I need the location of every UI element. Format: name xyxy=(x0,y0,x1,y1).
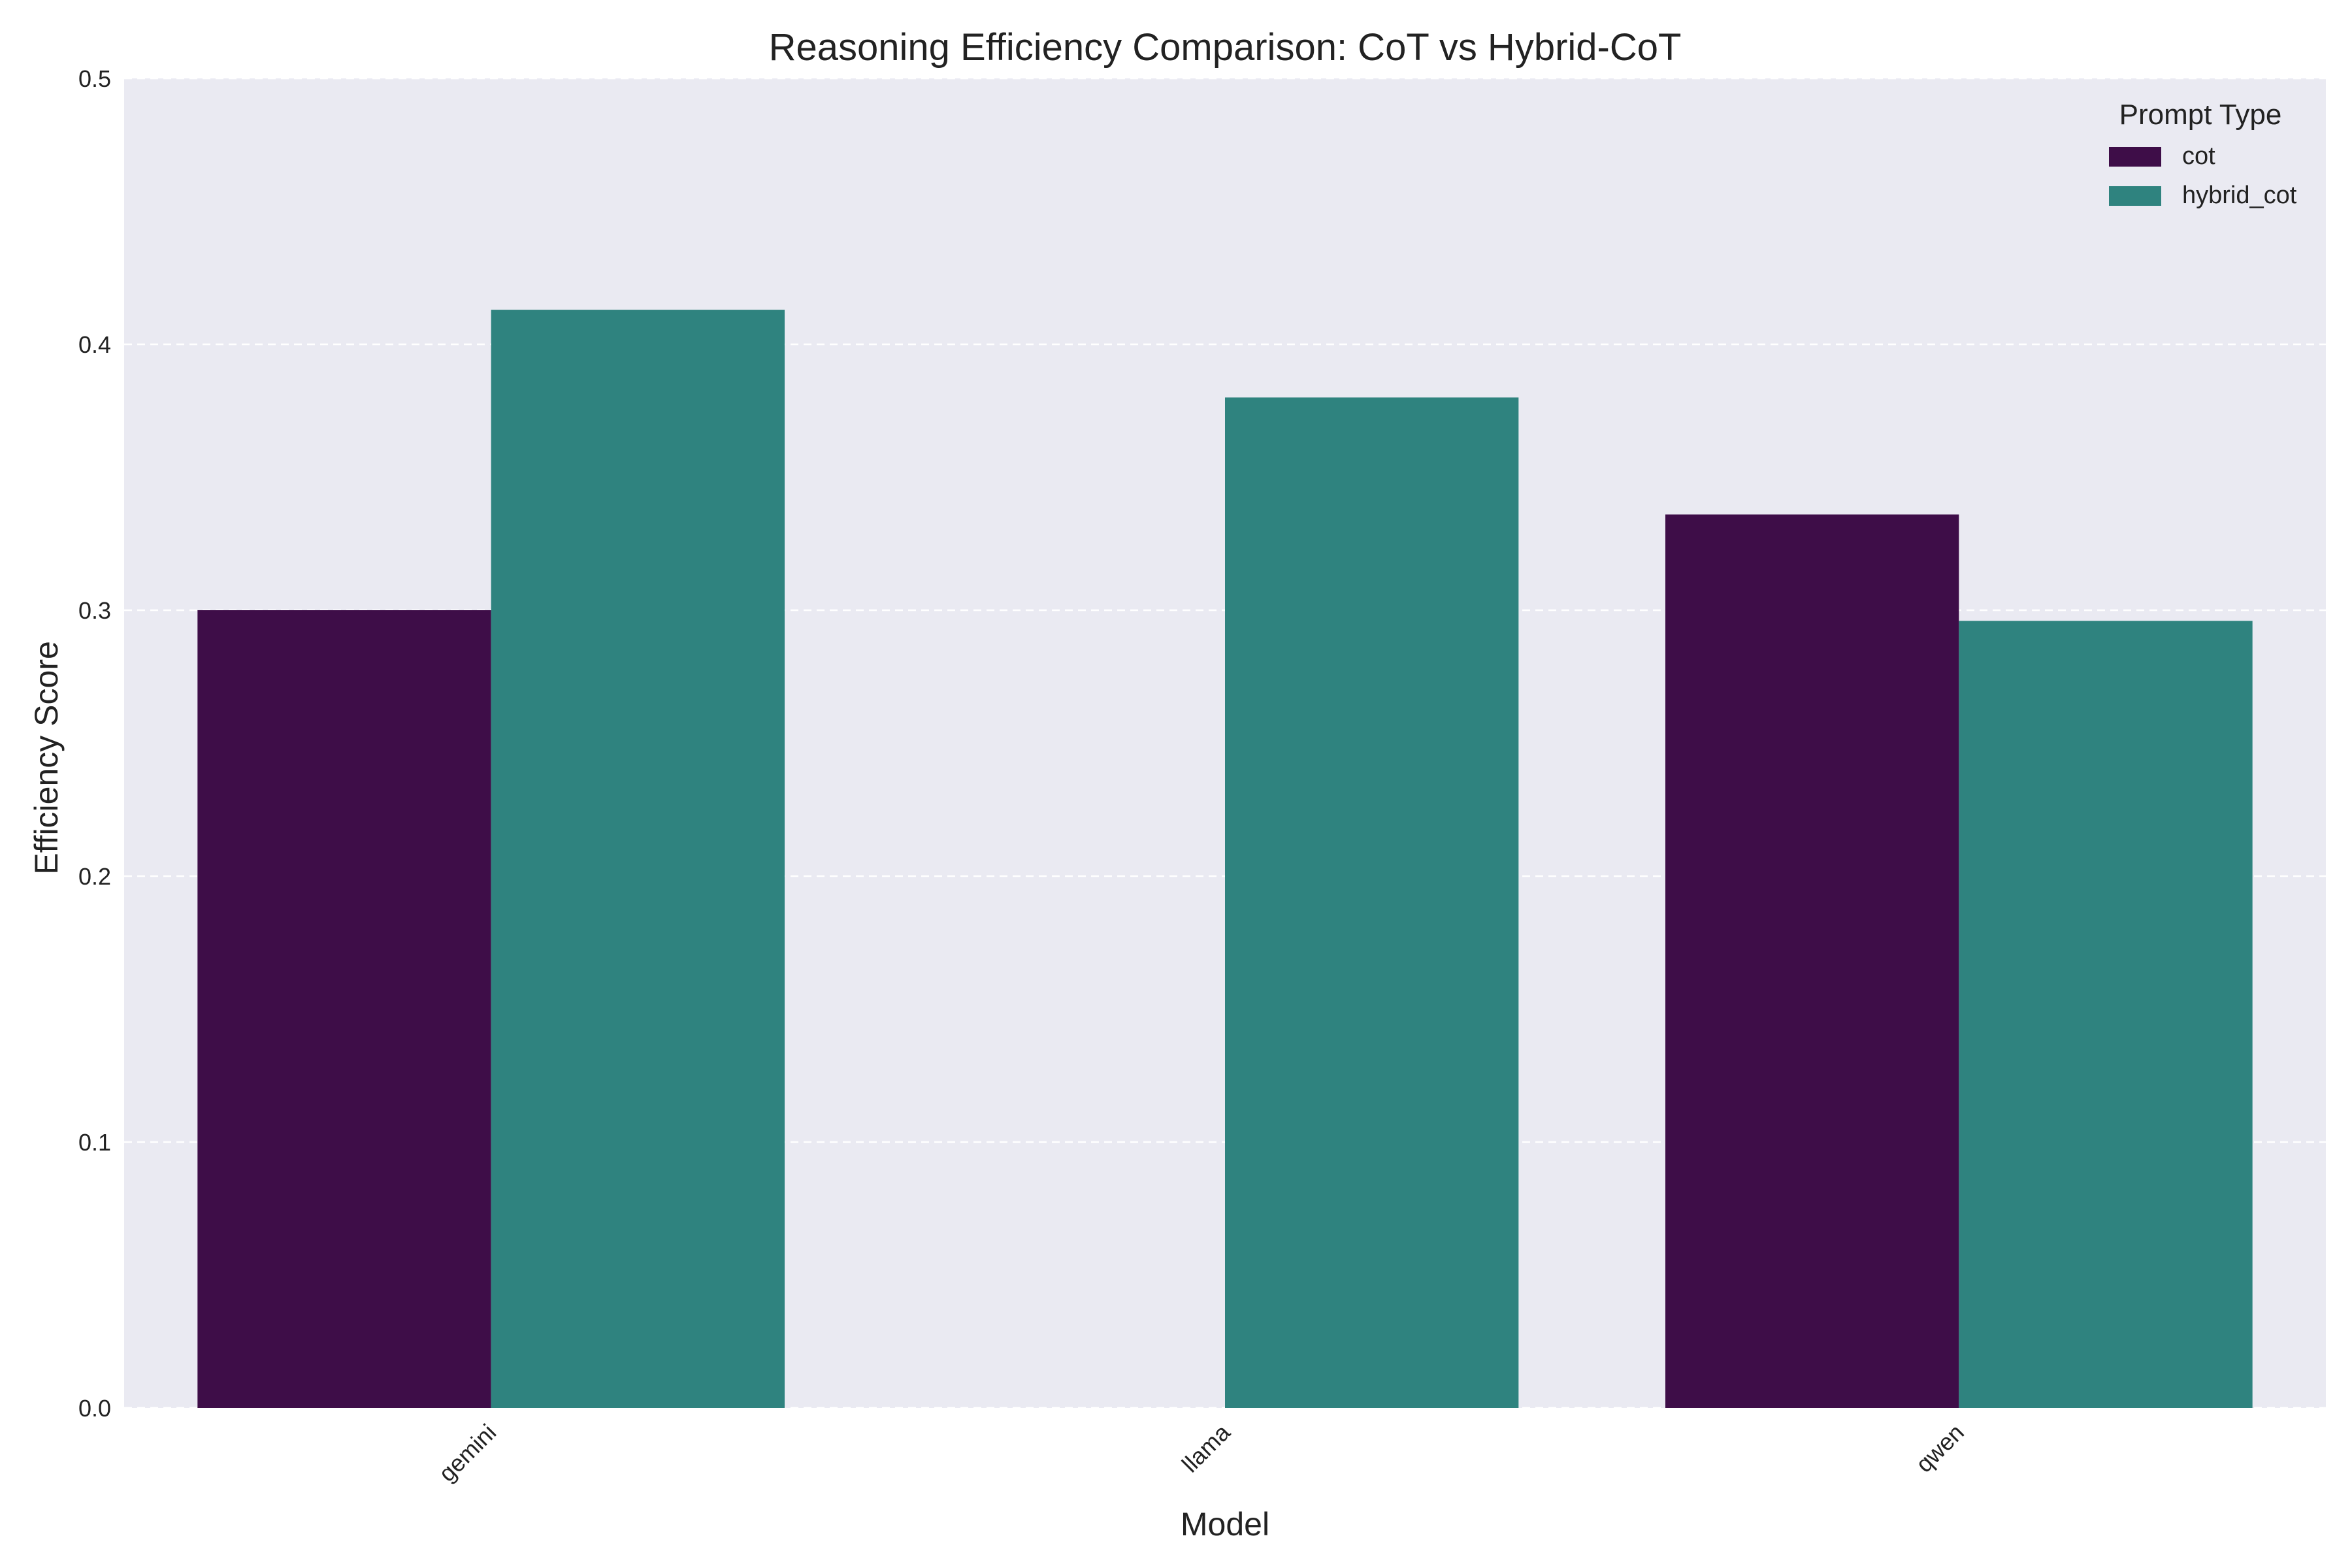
legend-label-hybrid_cot: hybrid_cot xyxy=(2182,182,2297,209)
x-axis-label: Model xyxy=(1181,1506,1269,1543)
y-tick-label: 0.1 xyxy=(78,1129,111,1156)
bar-cot-gemini xyxy=(197,610,491,1408)
bar-hybrid_cot-gemini xyxy=(491,310,785,1409)
bars xyxy=(197,310,2253,1409)
y-axis-ticks: 0.0 0.1 0.2 0.3 0.4 0.5 xyxy=(78,65,111,1422)
bar-cot-qwen xyxy=(1665,514,1959,1408)
y-tick-label: 0.2 xyxy=(78,863,111,890)
legend: Prompt Type cot hybrid_cot xyxy=(2109,99,2297,209)
legend-swatch-cot xyxy=(2109,147,2161,167)
y-axis-label: Efficiency Score xyxy=(28,641,65,875)
legend-title: Prompt Type xyxy=(2119,99,2282,131)
x-axis-ticks: gemini llama qwen xyxy=(433,1418,1969,1487)
legend-swatch-hybrid_cot xyxy=(2109,186,2161,206)
y-tick-label: 0.0 xyxy=(78,1395,111,1422)
chart-title: Reasoning Efficiency Comparison: CoT vs … xyxy=(769,26,1682,69)
x-tick-label: qwen xyxy=(1910,1419,1969,1478)
y-tick-label: 0.4 xyxy=(78,331,111,358)
legend-label-cot: cot xyxy=(2182,142,2215,170)
bar-hybrid_cot-qwen xyxy=(1959,621,2253,1408)
y-tick-label: 0.5 xyxy=(78,65,111,92)
bar-hybrid_cot-llama xyxy=(1225,397,1519,1408)
x-tick-label: llama xyxy=(1177,1418,1236,1478)
x-tick-label: gemini xyxy=(433,1419,501,1487)
y-tick-label: 0.3 xyxy=(78,597,111,624)
